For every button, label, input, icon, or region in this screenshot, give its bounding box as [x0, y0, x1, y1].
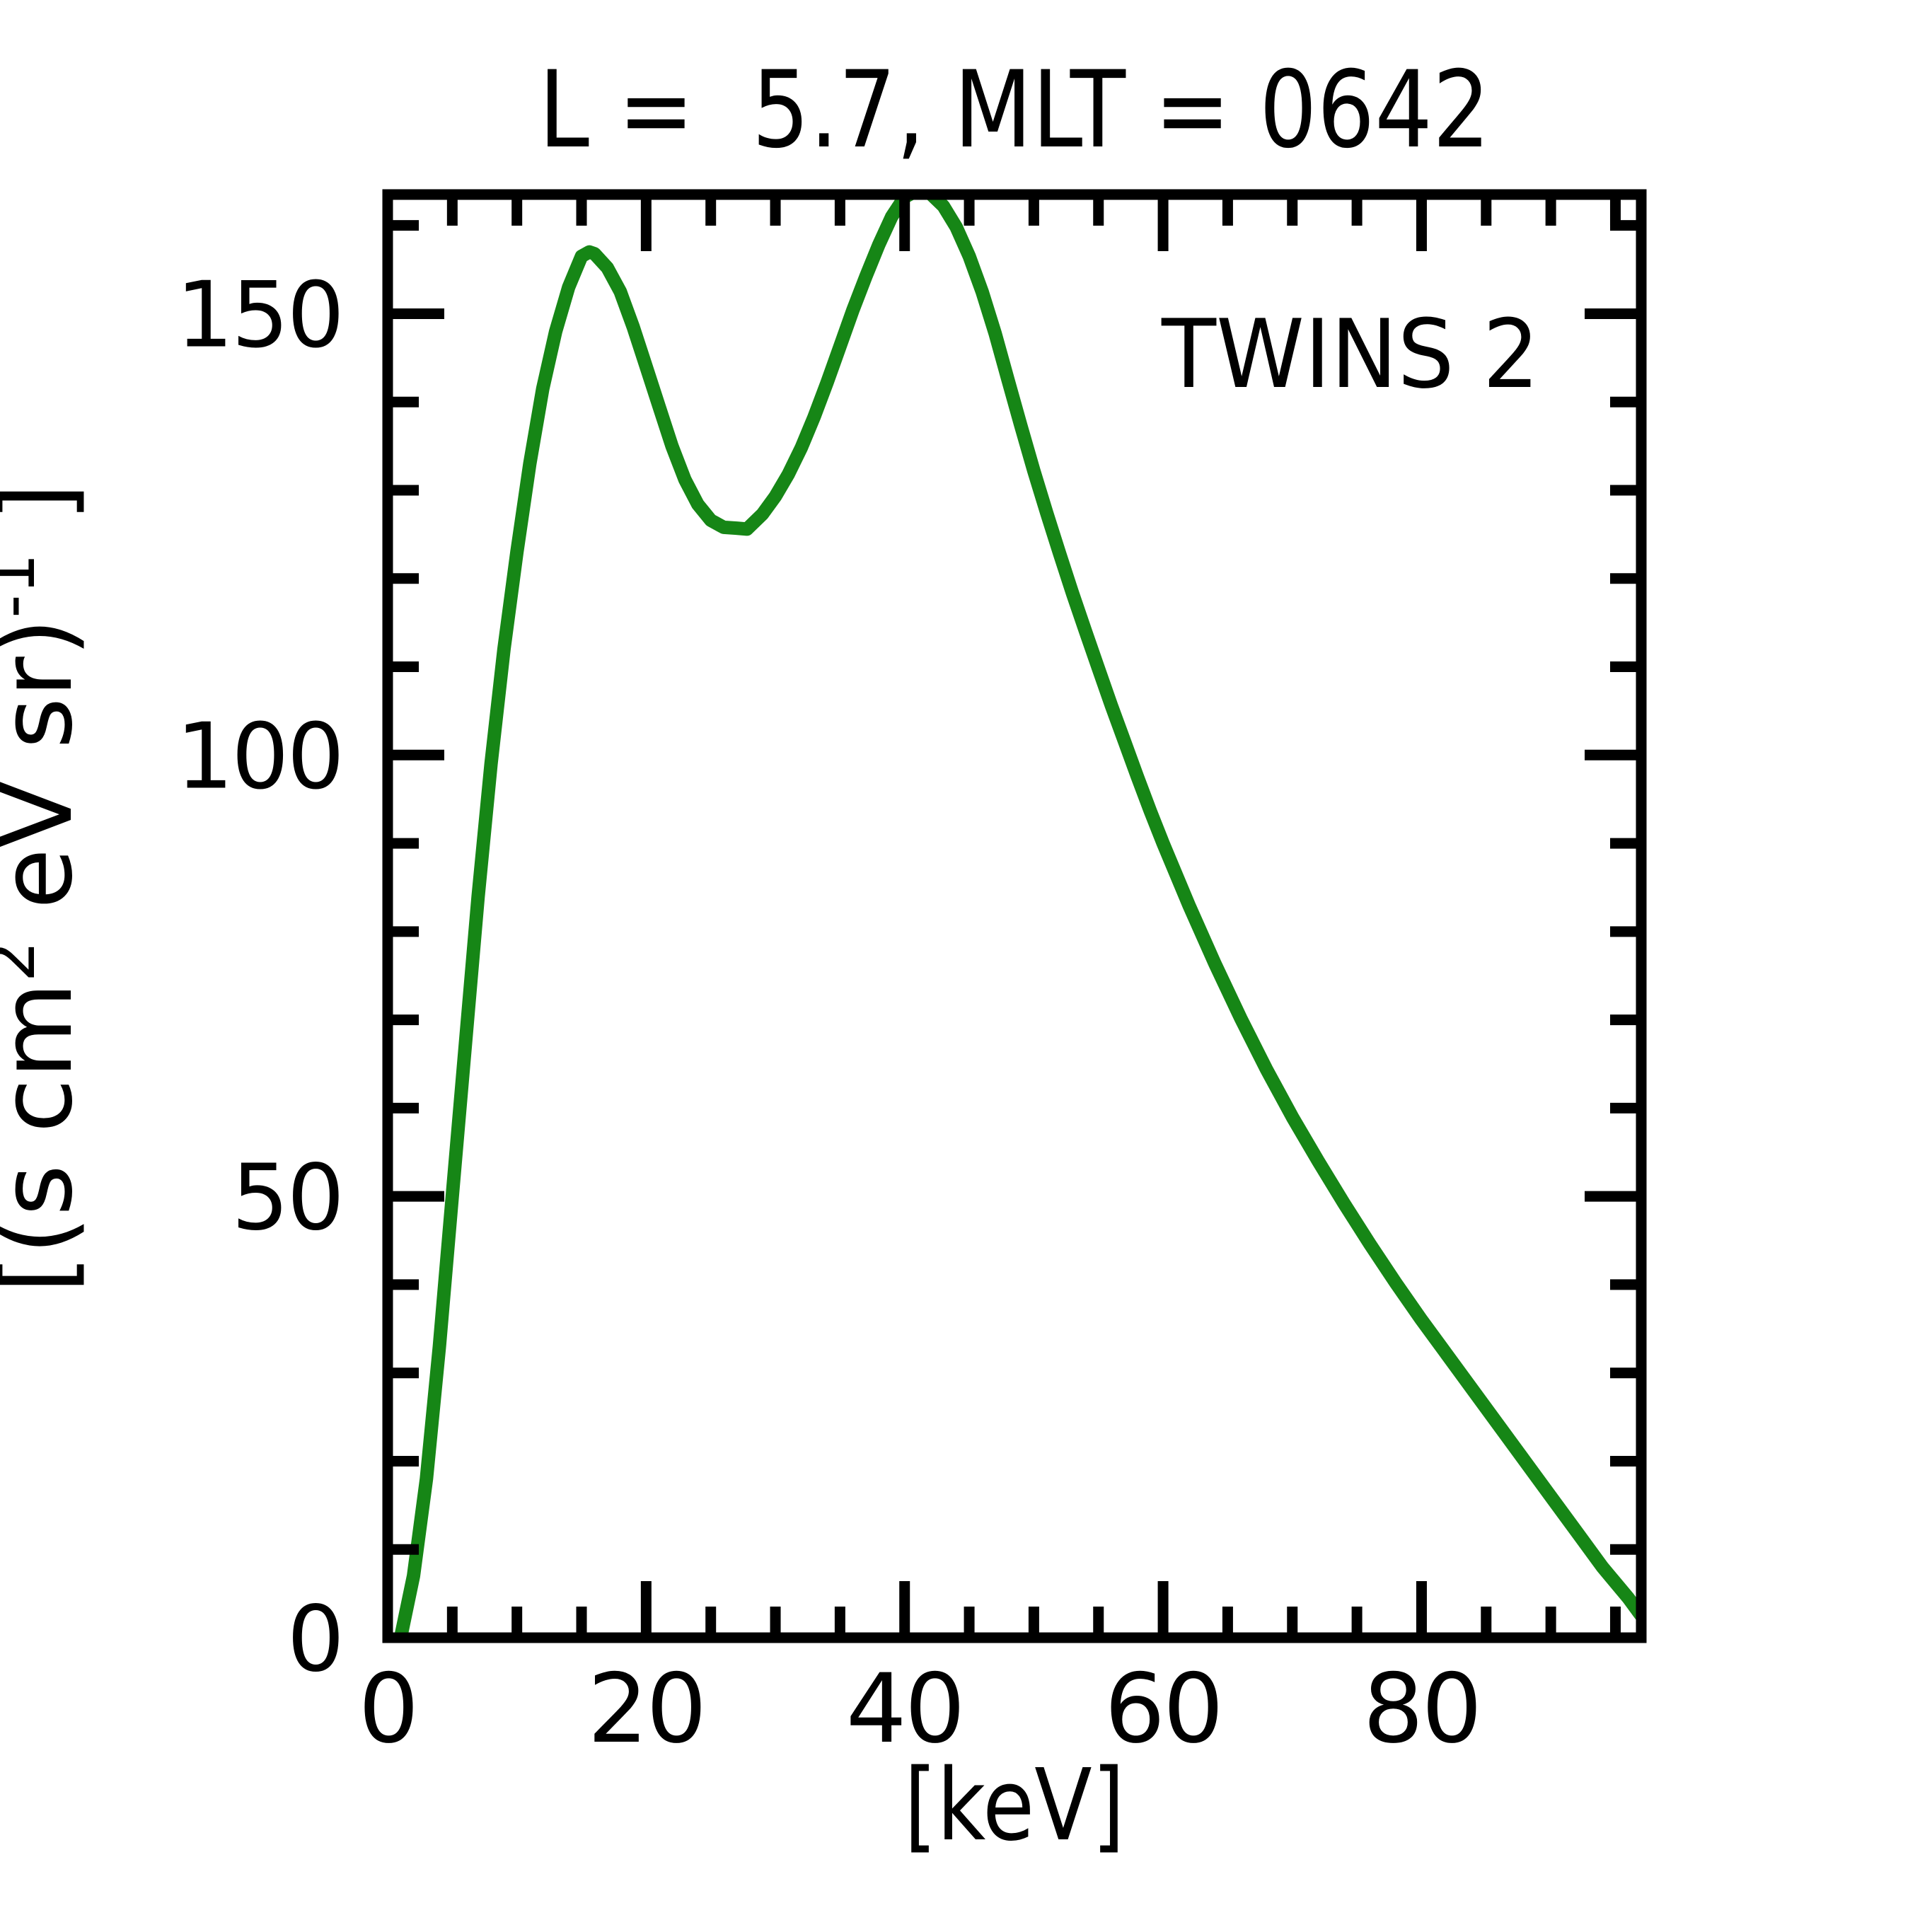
- twins2-spectrum-line: [393, 195, 1641, 1638]
- legend-annotation-twins2: TWINS 2: [1161, 299, 1539, 410]
- tick-label: 20: [587, 1653, 705, 1764]
- plot-data-layer: [393, 195, 1641, 1638]
- tick-label: 40: [846, 1653, 964, 1764]
- x-axis-label: [keV]: [904, 1748, 1125, 1863]
- y-axis-label: [(s cm2 eV sr)-1 ]: [0, 325, 95, 1514]
- tick-label: 150: [176, 262, 342, 368]
- tick-label: 80: [1363, 1653, 1481, 1764]
- tick-label: 0: [359, 1653, 417, 1764]
- axis-ticks: [382, 195, 1641, 1643]
- tick-label: 60: [1104, 1653, 1222, 1764]
- plot-title: L = 5.7, MLT = 0642: [539, 49, 1491, 172]
- tick-label: 0: [287, 1587, 342, 1692]
- tick-label: 100: [176, 704, 342, 809]
- tick-label: 50: [231, 1145, 342, 1251]
- plot-frame: [382, 189, 1647, 1643]
- axis-tick-labels: 0 20 40 60 80 0 50 100 150: [176, 262, 1483, 1764]
